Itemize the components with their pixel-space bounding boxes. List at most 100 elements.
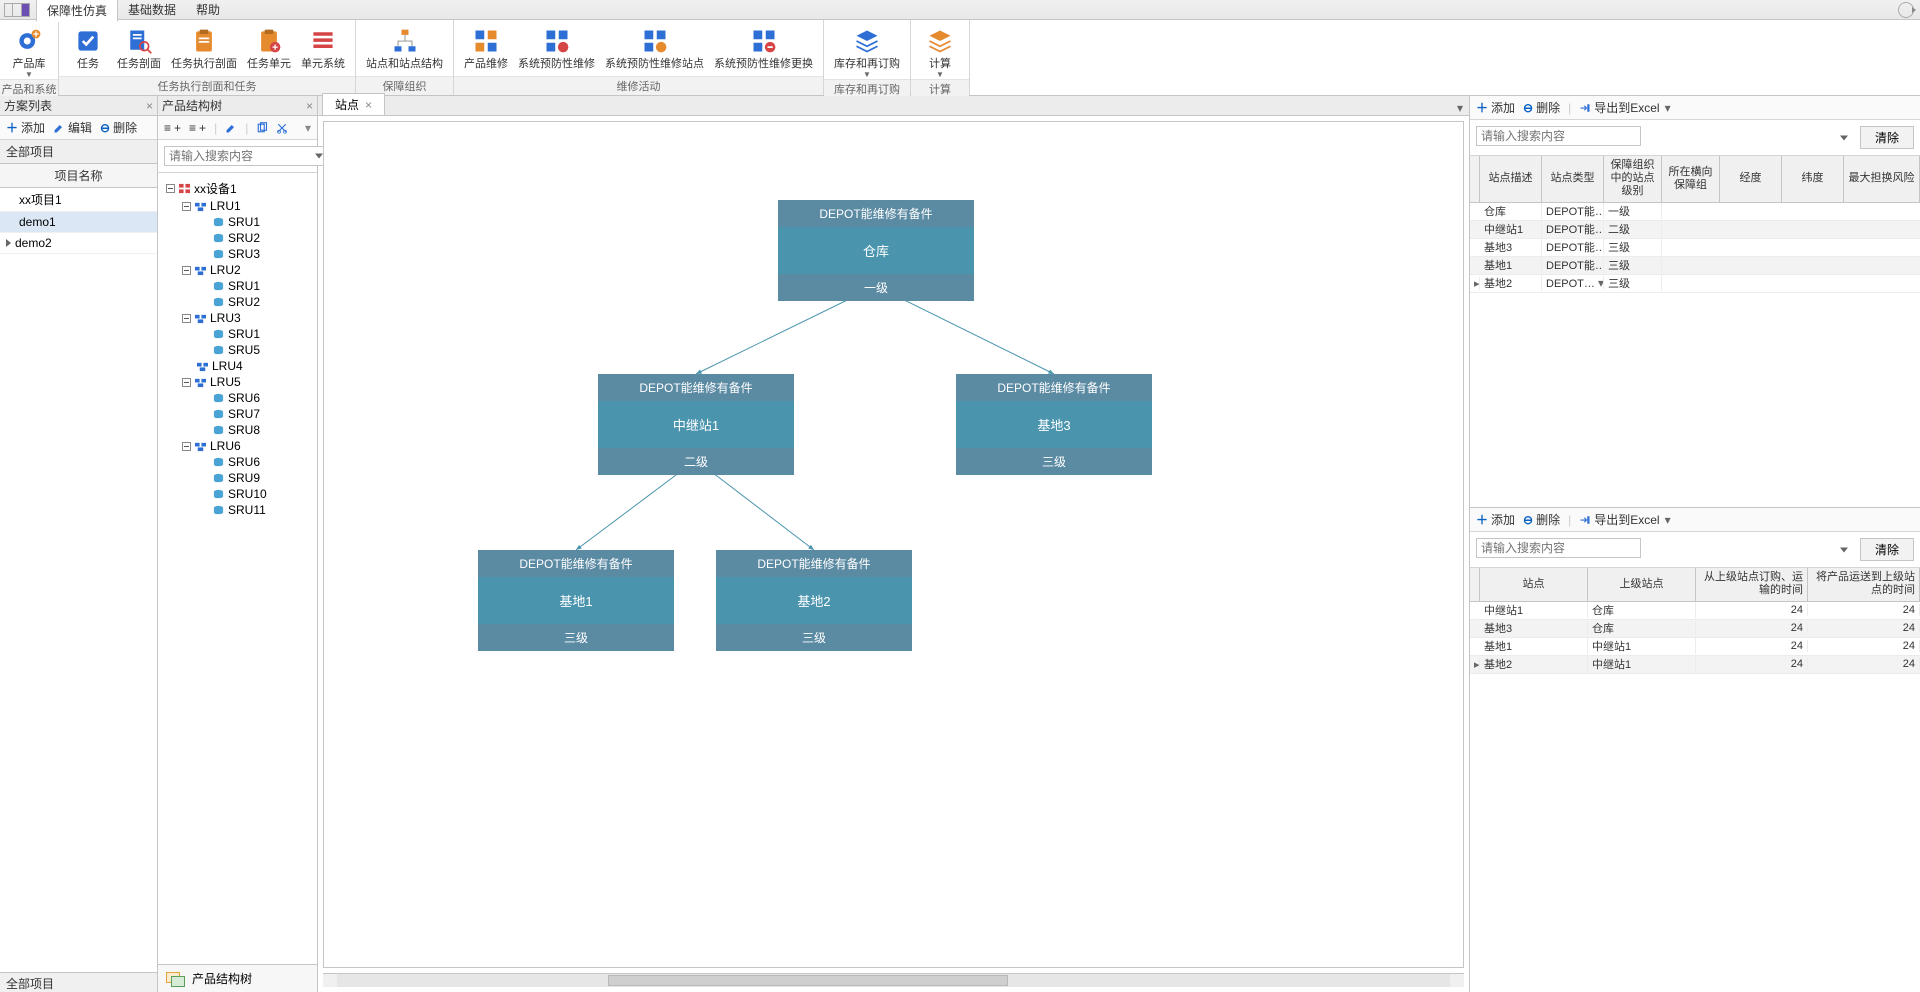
links-export-button[interactable]: 导出到Excel▾ <box>1579 511 1670 528</box>
tree-expander-icon[interactable] <box>182 314 191 323</box>
ribbon-站点和站点结构[interactable]: 站点和站点结构 <box>364 24 445 70</box>
table-row[interactable]: ▸基地2中继站12424 <box>1470 656 1920 674</box>
grid-col-header[interactable]: 所在横向保障组 <box>1662 156 1720 202</box>
tree-node[interactable]: SRU11 <box>162 502 313 518</box>
table-row[interactable]: ▸基地2DEPOT… ▾三级 <box>1470 275 1920 293</box>
scheme-row[interactable]: demo2 <box>0 233 157 254</box>
ribbon-任务单元[interactable]: 任务单元 <box>245 24 293 70</box>
grid-col-header[interactable]: 站点描述 <box>1480 156 1542 202</box>
ribbon-任务执行剖面[interactable]: 任务执行剖面 <box>169 24 239 70</box>
tree-toolbar-dd-icon[interactable]: ▾ <box>305 121 311 135</box>
ribbon-计算[interactable]: 计算▼ <box>919 24 961 79</box>
tree-expander-icon[interactable] <box>182 202 191 211</box>
grid-col-header[interactable]: 站点类型 <box>1542 156 1604 202</box>
tree-node[interactable]: SRU3 <box>162 246 313 262</box>
tree-copy-icon[interactable] <box>256 122 268 134</box>
tree-node[interactable]: SRU6 <box>162 454 313 470</box>
links-delete-button[interactable]: ⊖删除 <box>1523 511 1560 528</box>
table-row[interactable]: 中继站1DEPOT能…二级 <box>1470 221 1920 239</box>
tree-edit-icon[interactable] <box>225 122 237 134</box>
tree-expander-icon[interactable] <box>166 184 175 193</box>
canvas-tab-sites[interactable]: 站点 × <box>322 93 385 115</box>
tree-node[interactable]: SRU2 <box>162 230 313 246</box>
tree-node[interactable]: SRU8 <box>162 422 313 438</box>
tree-node[interactable]: SRU1 <box>162 326 313 342</box>
tree-node[interactable]: SRU6 <box>162 390 313 406</box>
tree-add-sibling-icon[interactable]: ≡+ <box>189 121 206 135</box>
canvas-tab-close-icon[interactable]: × <box>365 98 372 112</box>
schemes-add-button[interactable]: ＋添加 <box>6 119 45 136</box>
sites-search-input[interactable] <box>1476 126 1641 146</box>
tree-node[interactable]: SRU2 <box>162 294 313 310</box>
menu-tab-sim[interactable]: 保障性仿真 <box>36 0 118 22</box>
tree-node[interactable]: xx设备1 <box>162 179 313 198</box>
grid-col-header[interactable]: 纬度 <box>1782 156 1844 202</box>
sites-add-button[interactable]: ＋添加 <box>1476 99 1515 116</box>
canvas-hscrollbar[interactable] <box>323 973 1464 987</box>
sites-clear-button[interactable]: 清除 <box>1860 126 1914 149</box>
links-clear-button[interactable]: 清除 <box>1860 538 1914 561</box>
grid-col-header[interactable]: 保障组织中的站点级别 <box>1604 156 1662 202</box>
diagram-node[interactable]: DEPOT能维修有备件基地1三级 <box>478 550 674 651</box>
diagram-node[interactable]: DEPOT能维修有备件中继站1二级 <box>598 374 794 475</box>
scheme-row[interactable]: demo1 <box>0 212 157 233</box>
menu-tab-basedata[interactable]: 基础数据 <box>118 0 186 20</box>
tree-node[interactable]: SRU10 <box>162 486 313 502</box>
ribbon-系统预防性维修[interactable]: 系统预防性维修 <box>516 24 597 70</box>
grid-col-header[interactable]: 最大担换风险 <box>1844 156 1920 202</box>
diagram-canvas[interactable]: DEPOT能维修有备件仓库一级 DEPOT能维修有备件中继站1二级 DEPOT能维修… <box>323 121 1464 968</box>
sites-export-button[interactable]: 导出到Excel▾ <box>1579 99 1670 116</box>
tree-node[interactable]: LRU6 <box>162 438 313 454</box>
grid-col-header[interactable]: 从上级站点订购、运输的时间 <box>1696 568 1808 600</box>
tree-node[interactable]: SRU9 <box>162 470 313 486</box>
schemes-edit-button[interactable]: 编辑 <box>53 119 92 136</box>
tree-add-child-icon[interactable]: ≡+ <box>164 121 181 135</box>
links-search-input[interactable] <box>1476 538 1641 558</box>
tree-cut-icon[interactable] <box>276 122 288 134</box>
tree-expander-icon[interactable] <box>182 378 191 387</box>
table-row[interactable]: 基地1DEPOT能…三级 <box>1470 257 1920 275</box>
tree-search-input[interactable] <box>164 146 329 166</box>
tree-close-icon[interactable]: × <box>306 99 313 113</box>
tree-node[interactable]: LRU2 <box>162 262 313 278</box>
tree-expander-icon[interactable] <box>182 442 191 451</box>
tree-node[interactable]: SRU1 <box>162 278 313 294</box>
tree-node[interactable]: LRU3 <box>162 310 313 326</box>
grid-col-header[interactable]: 将产品运送到上级站点的时间 <box>1808 568 1920 600</box>
tree-node[interactable]: SRU1 <box>162 214 313 230</box>
table-row[interactable]: 中继站1仓库2424 <box>1470 602 1920 620</box>
diagram-node[interactable]: DEPOT能维修有备件基地2三级 <box>716 550 912 651</box>
schemes-delete-button[interactable]: ⊖删除 <box>100 119 137 136</box>
ribbon-库存和再订购[interactable]: 库存和再订购▼ <box>832 24 902 79</box>
diagram-node[interactable]: DEPOT能维修有备件基地3三级 <box>956 374 1152 475</box>
ribbon-任务剖面[interactable]: 任务剖面 <box>115 24 163 70</box>
scheme-row[interactable]: xx项目1 <box>0 188 157 212</box>
table-row[interactable]: 基地1中继站12424 <box>1470 638 1920 656</box>
tree-node[interactable]: LRU5 <box>162 374 313 390</box>
grid-col-header[interactable]: 站点 <box>1480 568 1588 600</box>
settings-icon[interactable] <box>1898 2 1914 18</box>
ribbon-产品维修[interactable]: 产品维修 <box>462 24 510 70</box>
menu-tab-help[interactable]: 帮助 <box>186 0 230 20</box>
table-row[interactable]: 仓库DEPOT能…一级 <box>1470 203 1920 221</box>
tree-node[interactable]: LRU1 <box>162 198 313 214</box>
table-row[interactable]: 基地3仓库2424 <box>1470 620 1920 638</box>
tree-expander-icon[interactable] <box>182 266 191 275</box>
diagram-node[interactable]: DEPOT能维修有备件仓库一级 <box>778 200 974 301</box>
ribbon-系统预防性维修更换[interactable]: 系统预防性维修更换 <box>712 24 815 70</box>
tree-node[interactable]: LRU4 <box>162 358 313 374</box>
canvas-tabs-dd-icon[interactable]: ▾ <box>1457 101 1463 115</box>
grid-col-header[interactable]: 上级站点 <box>1588 568 1696 600</box>
schemes-close-icon[interactable]: × <box>146 99 153 113</box>
tree-node[interactable]: SRU7 <box>162 406 313 422</box>
sites-delete-button[interactable]: ⊖删除 <box>1523 99 1560 116</box>
ribbon-系统预防性维修站点[interactable]: 系统预防性维修站点 <box>603 24 706 70</box>
tree-node[interactable]: SRU5 <box>162 342 313 358</box>
ribbon-任务[interactable]: 任务 <box>67 24 109 70</box>
ribbon-产品库[interactable]: 产品库▼ <box>8 24 50 79</box>
tree-footer[interactable]: 产品结构树 <box>158 964 317 992</box>
links-add-button[interactable]: ＋添加 <box>1476 511 1515 528</box>
grid-col-header[interactable]: 经度 <box>1720 156 1782 202</box>
ribbon-单元系统[interactable]: 单元系统 <box>299 24 347 70</box>
table-row[interactable]: 基地3DEPOT能…三级 <box>1470 239 1920 257</box>
